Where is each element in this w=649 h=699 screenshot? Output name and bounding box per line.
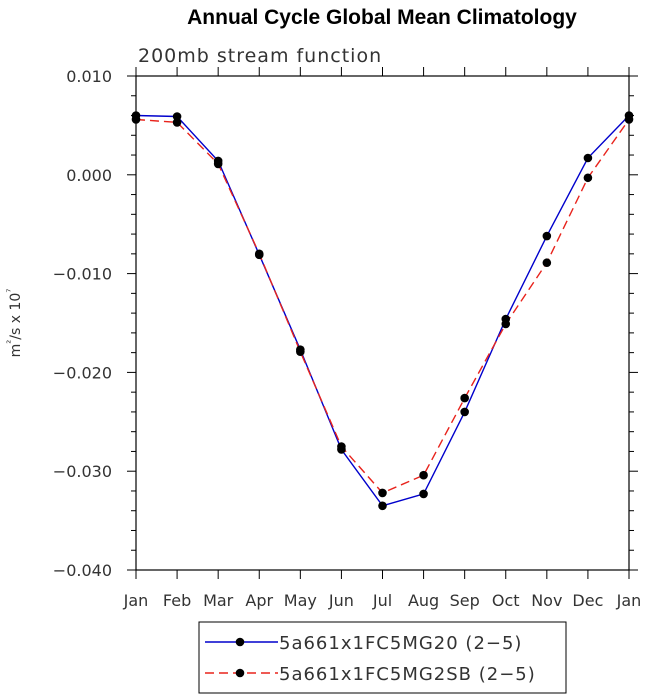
series-2-point [542, 258, 552, 268]
series-1-point [460, 407, 469, 417]
series-2-point [501, 319, 511, 329]
x-tick-label: Nov [531, 591, 562, 610]
axis-ticks [127, 67, 638, 579]
x-tick-label: Oct [492, 591, 520, 610]
x-tick-labels: Jan Feb Mar Apr May Jun Jul Aug Sep Oct Nov Dec Jan [123, 591, 642, 610]
x-tick-label: Jul [372, 591, 392, 610]
legend-marker-1 [235, 637, 245, 647]
y-tick-labels: 0.010 0.000 −0.010 −0.020 −0.030 −0.040 [53, 67, 112, 580]
series-2-point [624, 115, 634, 124]
series-1-point [378, 501, 387, 511]
series-1-point [172, 112, 182, 121]
series-2-point [131, 115, 141, 124]
series-2-point [419, 470, 428, 480]
series-1-point [419, 489, 428, 499]
series-1-point [542, 231, 552, 241]
x-tick-label: Jan [616, 591, 642, 610]
series-layer [131, 111, 634, 511]
y-tick-label: −0.010 [53, 265, 112, 284]
series-2-point [254, 249, 264, 259]
legend-marker-2 [235, 668, 245, 678]
series-1-point [583, 153, 593, 163]
x-tick-label: Mar [203, 591, 234, 610]
series-2-point [378, 488, 387, 498]
series-2-point [296, 347, 305, 356]
chart-subtitle: 200mb stream function [138, 45, 382, 67]
legend-box [198, 621, 567, 694]
series-2-point [583, 173, 593, 183]
x-tick-label: May [284, 591, 317, 610]
y-tick-label: −0.020 [53, 363, 112, 382]
y-tick-label: −0.030 [53, 462, 112, 481]
y-tick-label: 0.000 [66, 166, 112, 185]
legend: 5a661x1FC5MG20 (2−5) 5a661x1FC5MG2SB (2−5… [198, 621, 567, 694]
series-line-2 [135, 118, 630, 494]
y-axis-label: m²/s x 10⁷ [6, 289, 24, 358]
y-tick-label: 0.010 [66, 67, 112, 86]
x-tick-label: Sep [450, 591, 480, 610]
x-tick-label: Aug [408, 591, 439, 610]
series-line-1 [135, 114, 630, 507]
series-2-point [460, 393, 469, 403]
y-tick-label: −0.040 [53, 561, 112, 580]
legend-label-1: 5a661x1FC5MG20 (2−5) [279, 633, 522, 654]
series-2-point [337, 442, 346, 451]
x-tick-label: Jun [328, 591, 354, 610]
series-2-point [213, 159, 223, 169]
x-tick-label: Dec [572, 591, 603, 610]
x-tick-label: Apr [245, 591, 273, 610]
x-tick-label: Jan [123, 591, 149, 610]
series-2-point [172, 118, 182, 127]
x-tick-label: Feb [163, 591, 191, 610]
chart-title: Annual Cycle Global Mean Climatology [187, 6, 577, 29]
legend-label-2: 5a661x1FC5MG2SB (2−5) [279, 664, 536, 685]
